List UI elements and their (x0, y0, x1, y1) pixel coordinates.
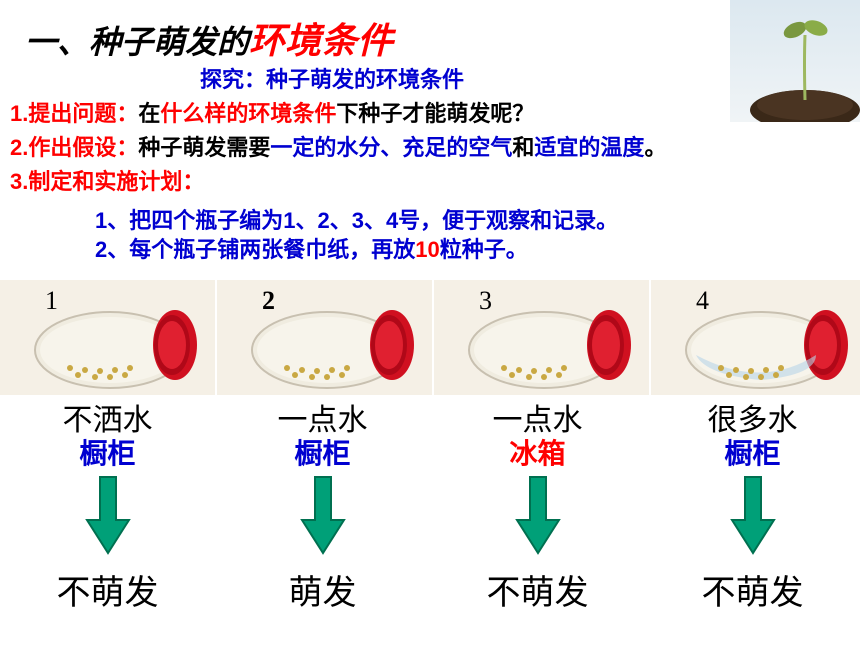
page-title: 一、种子萌发的环境条件 (25, 12, 393, 64)
title-highlight: 环境条件 (249, 20, 393, 61)
location-label: 冰箱 (430, 432, 645, 472)
jar-2: 2 (217, 280, 434, 395)
arrow-down-icon (83, 475, 133, 555)
jar-3: 3 (434, 280, 651, 395)
result-row: 不萌发 萌发 不萌发 不萌发 (0, 565, 860, 614)
result-label: 不萌发 (645, 565, 860, 614)
arrow-down-icon (513, 475, 563, 555)
plan-step-1: 1、把四个瓶子编为1、2、3、4号，便于观察和记录。 (95, 203, 618, 235)
jars-row: 1 2 3 (0, 280, 860, 395)
subtitle: 探究：种子萌发的环境条件 (200, 62, 464, 94)
question-line: 1.提出问题：在什么样的环境条件下种子才能萌发呢？ (10, 96, 534, 128)
arrow-row (0, 475, 860, 555)
jar-icon (434, 280, 649, 395)
result-label: 萌发 (215, 565, 430, 614)
location-label: 橱柜 (215, 432, 430, 472)
jar-1: 1 (0, 280, 217, 395)
jar-icon (651, 280, 860, 395)
location-label: 橱柜 (645, 432, 860, 472)
arrow-down-icon (298, 475, 348, 555)
plan-heading: 3.制定和实施计划： (10, 164, 204, 196)
hypothesis-line: 2.作出假设：种子萌发需要一定的水分、充足的空气和适宜的温度。 (10, 130, 666, 162)
plan-step-2: 2、每个瓶子铺两张餐巾纸，再放10粒种子。 (95, 232, 528, 264)
location-label: 橱柜 (0, 432, 215, 472)
jar-icon (0, 280, 215, 395)
result-label: 不萌发 (430, 565, 645, 614)
jar-icon (217, 280, 432, 395)
location-row: 橱柜 橱柜 冰箱 橱柜 (0, 432, 860, 472)
title-prefix: 一、种子萌发的 (25, 24, 249, 60)
arrow-down-icon (728, 475, 778, 555)
sprout-image (730, 0, 860, 122)
jar-4: 4 (651, 280, 860, 395)
result-label: 不萌发 (0, 565, 215, 614)
